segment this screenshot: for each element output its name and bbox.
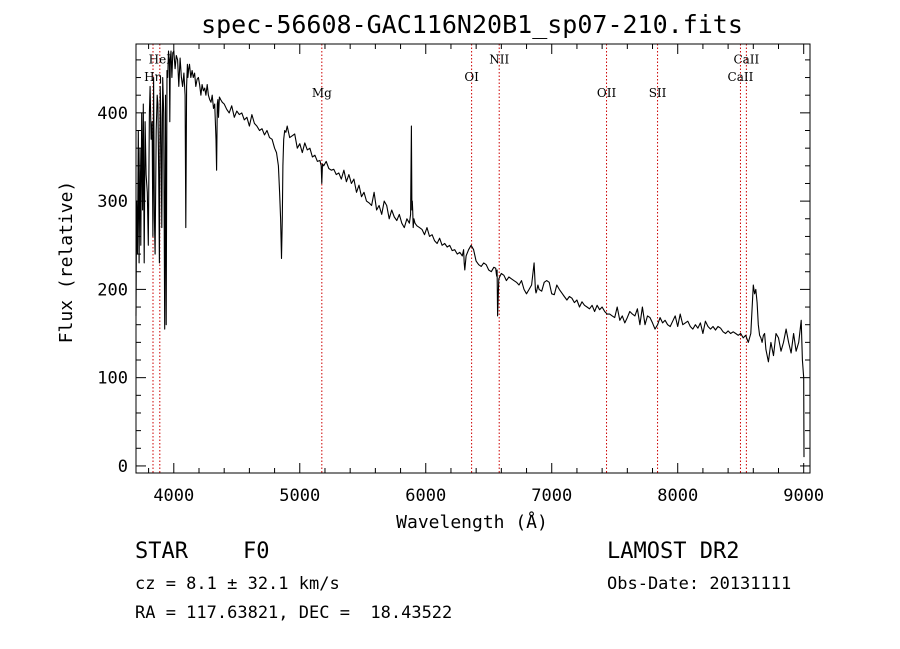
x-tick-label: 4000	[153, 486, 194, 506]
spectral-line-label: NII	[489, 52, 509, 66]
x-tick-label: 7000	[531, 486, 572, 506]
spectral-line-label: OI	[464, 70, 479, 84]
spectral-line-label: OII	[597, 86, 617, 100]
y-tick-label: 200	[97, 280, 128, 300]
y-tick-label: 0	[118, 457, 128, 477]
plot-frame	[135, 43, 811, 474]
x-tick-label: 8000	[657, 486, 698, 506]
y-axis-label: Flux (relative)	[56, 181, 77, 344]
spectral-line-label: Mg	[312, 86, 332, 100]
y-tick-label: 300	[97, 192, 128, 212]
spectral-line-markers: HeI Hη Mg OI NII OII SII CaII CaII	[144, 44, 760, 473]
x-tick-label: 5000	[279, 486, 320, 506]
spectral-subclass: F0	[243, 539, 270, 564]
redshift-cz: cz = 8.1 ± 32.1 km/s	[135, 574, 340, 594]
x-tick-label: 9000	[783, 486, 824, 506]
spectral-line-label: SII	[649, 86, 667, 100]
spectral-line-label: CaII	[733, 52, 759, 66]
x-axis-label: Wavelength (Å)	[396, 511, 548, 533]
y-tick-label: 400	[97, 104, 128, 124]
axes: 4000 5000 6000 7000 8000 9000 0 100 200 300 400	[97, 44, 824, 506]
spectral-line-label: CaII	[728, 70, 754, 84]
spectrum-series	[135, 50, 805, 458]
chart-title: spec-56608-GAC116N20B1_sp07-210.fits	[201, 10, 743, 39]
spectral-line-label: HeI	[149, 52, 172, 66]
y-tick-label: 100	[97, 369, 128, 389]
x-tick-label: 6000	[405, 486, 446, 506]
observation-date: Obs-Date: 20131111	[607, 574, 792, 594]
object-class: STAR	[135, 539, 188, 564]
coordinates: RA = 117.63821, DEC = 18.43522	[135, 603, 453, 623]
spectrum-line	[135, 50, 805, 458]
spectral-line-label: Hη	[144, 70, 162, 84]
survey-name: LAMOST DR2	[607, 539, 740, 564]
